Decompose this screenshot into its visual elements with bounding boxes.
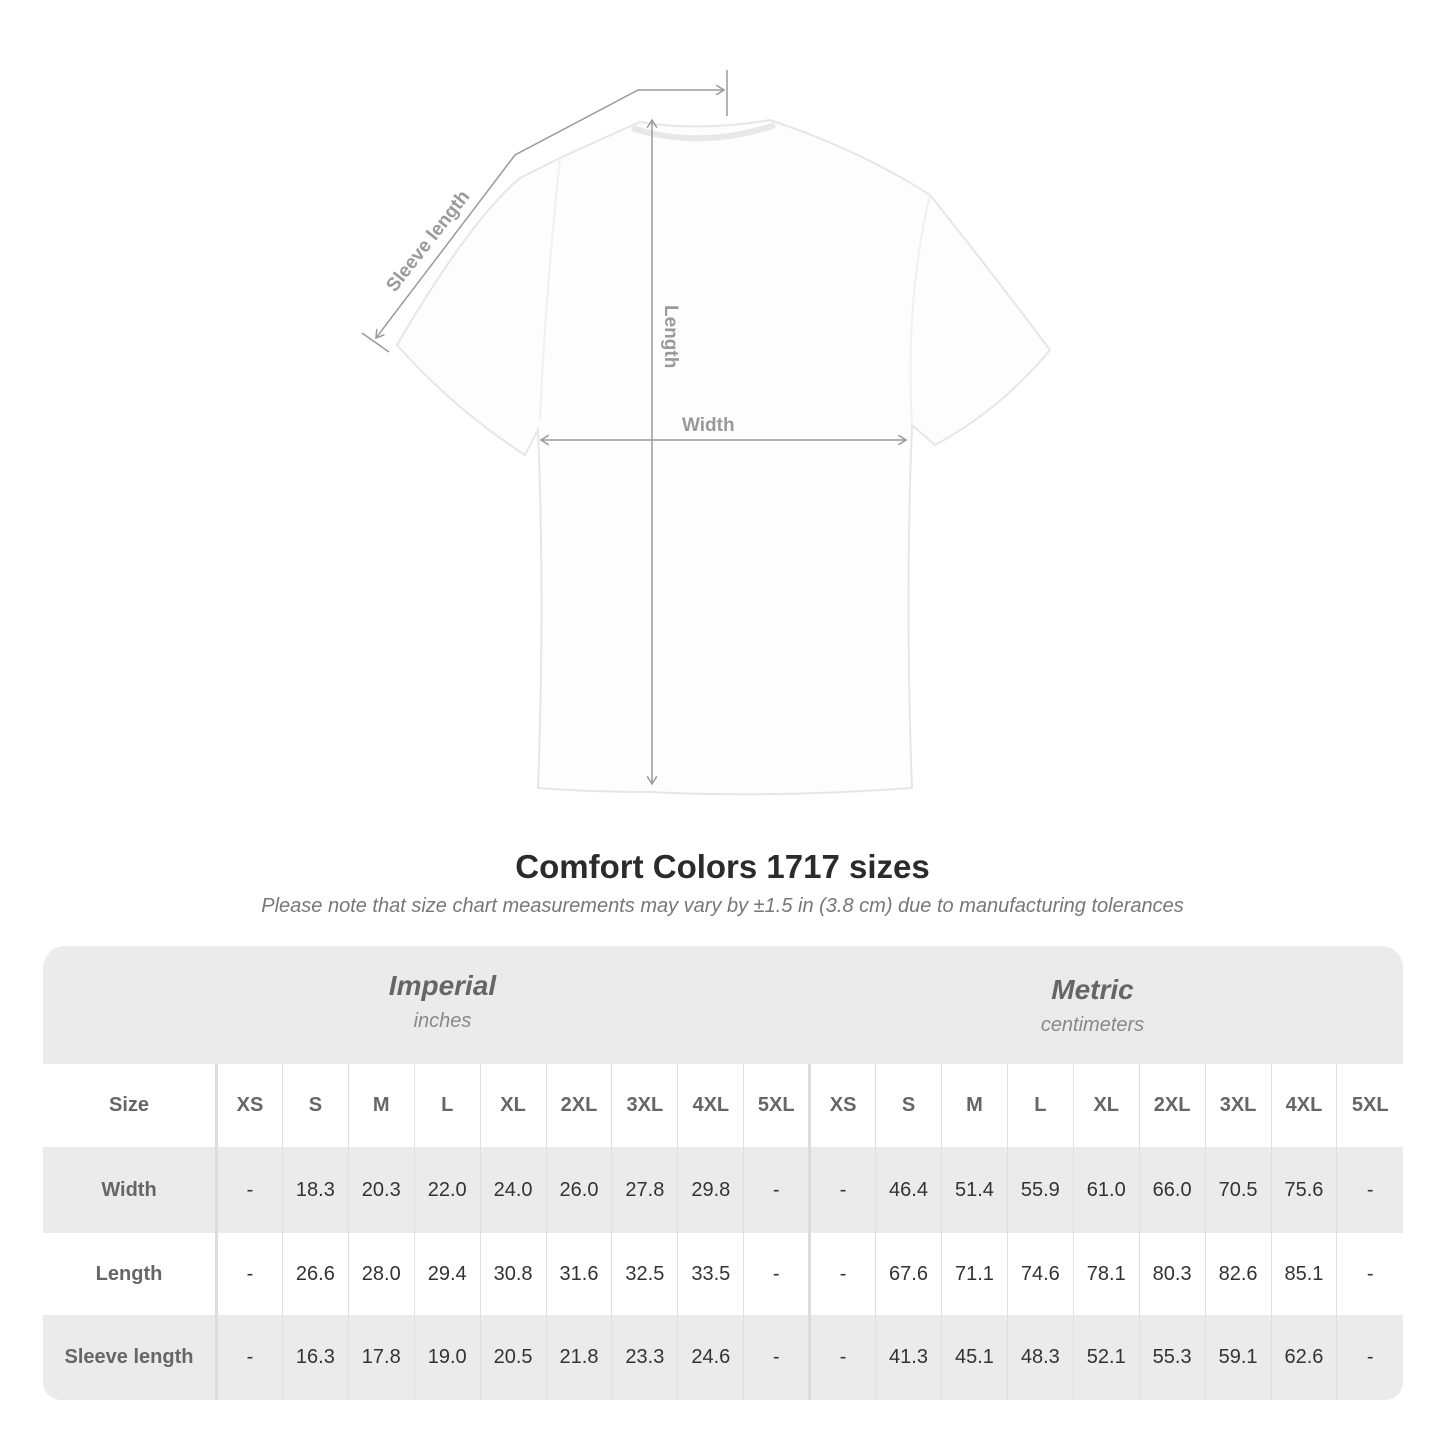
imperial-cell: - [216, 1147, 283, 1233]
metric-cell: 41.3 [875, 1315, 942, 1400]
imperial-cell: 33.5 [677, 1233, 744, 1315]
size-header-imperial: 2XL [545, 1064, 612, 1147]
system-header-band [43, 946, 1403, 1064]
imperial-cell: - [743, 1315, 810, 1400]
imperial-cell: 16.3 [281, 1315, 349, 1400]
imperial-header: Imperial inches [388, 970, 497, 1032]
size-header-imperial: XL [479, 1064, 547, 1147]
metric-cell: 85.1 [1270, 1233, 1337, 1315]
row-label: Length [43, 1233, 218, 1315]
size-header-imperial: XS [216, 1064, 283, 1147]
table-row: Sleeve length -16.3 17.8 19.0 20.5 21.8 23.3 24… [43, 1315, 1403, 1400]
imperial-cell: - [743, 1233, 810, 1315]
size-header-metric: S [875, 1064, 942, 1147]
imperial-cell: 27.8 [611, 1147, 678, 1233]
metric-cell: 71.1 [940, 1233, 1008, 1315]
metric-cell: 82.6 [1204, 1233, 1271, 1315]
metric-cell: 51.4 [940, 1147, 1008, 1233]
imperial-cell: 18.3 [281, 1147, 349, 1233]
imperial-cell: 28.0 [347, 1233, 415, 1315]
size-header-imperial: M [347, 1064, 415, 1147]
metric-cell: 45.1 [940, 1315, 1008, 1400]
size-header-imperial: S [281, 1064, 349, 1147]
imperial-cell: 21.8 [545, 1315, 612, 1400]
imperial-cell: 20.3 [347, 1147, 415, 1233]
size-header-metric: L [1006, 1064, 1074, 1147]
size-header-imperial: 4XL [677, 1064, 744, 1147]
metric-cell: 61.0 [1072, 1147, 1140, 1233]
imperial-cell: 23.3 [611, 1315, 678, 1400]
size-header-metric: 5XL [1336, 1064, 1403, 1147]
imperial-cell: 24.0 [479, 1147, 547, 1233]
size-header-metric: XL [1072, 1064, 1140, 1147]
imperial-cell: - [216, 1315, 283, 1400]
table-row: Length -26.6 28.0 29.4 30.8 31.6 32.5 33.5- -67.… [43, 1233, 1403, 1315]
metric-cell: 78.1 [1072, 1233, 1140, 1315]
imperial-cell: 20.5 [479, 1315, 547, 1400]
metric-cell: - [808, 1315, 876, 1400]
metric-cell: 48.3 [1006, 1315, 1074, 1400]
metric-cell: 75.6 [1270, 1147, 1337, 1233]
metric-cell: 55.9 [1006, 1147, 1074, 1233]
metric-cell: 66.0 [1138, 1147, 1206, 1233]
table-row: Width -18.3 20.3 22.0 24.0 26.0 27.8 29.8- -46.4… [43, 1147, 1403, 1233]
metric-cell: 70.5 [1204, 1147, 1271, 1233]
metric-cell: 80.3 [1138, 1233, 1206, 1315]
metric-cell: 46.4 [875, 1147, 942, 1233]
metric-cell: 59.1 [1204, 1315, 1271, 1400]
metric-header: Metric centimeters [1040, 974, 1145, 1036]
imperial-cell: 31.6 [545, 1233, 612, 1315]
size-header-metric: 3XL [1204, 1064, 1271, 1147]
imperial-cell: 26.0 [545, 1147, 612, 1233]
metric-cell: - [1336, 1315, 1403, 1400]
tshirt-shape [395, 118, 1052, 796]
size-header-imperial: L [413, 1064, 481, 1147]
imperial-cell: - [743, 1147, 810, 1233]
imperial-cell: 19.0 [413, 1315, 481, 1400]
page-title: Comfort Colors 1717 sizes [515, 848, 930, 885]
size-header-metric: XS [808, 1064, 876, 1147]
metric-cell: 74.6 [1006, 1233, 1074, 1315]
metric-cell: 55.3 [1138, 1315, 1206, 1400]
size-header-metric: M [940, 1064, 1008, 1147]
metric-cell: 52.1 [1072, 1315, 1140, 1400]
row-label: Sleeve length [43, 1315, 218, 1400]
imperial-cell: 22.0 [413, 1147, 481, 1233]
metric-cell: - [1336, 1147, 1403, 1233]
tolerance-note: Please note that size chart measurements… [261, 895, 1184, 917]
size-header-metric: 4XL [1270, 1064, 1337, 1147]
metric-cell: - [808, 1233, 876, 1315]
tshirt-diagram: Sleeve length Length Width [361, 70, 1052, 796]
imperial-cell: 30.8 [479, 1233, 547, 1315]
size-header-metric: 2XL [1138, 1064, 1206, 1147]
size-header-imperial: 3XL [611, 1064, 678, 1147]
metric-cell: 67.6 [875, 1233, 942, 1315]
imperial-cell: 26.6 [281, 1233, 349, 1315]
imperial-cell: 29.8 [677, 1147, 744, 1233]
size-chart: Imperial inches Metric centimeters Size X… [43, 946, 1403, 1400]
imperial-cell: 32.5 [611, 1233, 678, 1315]
imperial-cell: 29.4 [413, 1233, 481, 1315]
size-header-row: Size XS S M L XL 2XL 3XL 4XL 5XL XS S M L XL 2XL 3XL 4XL 5… [43, 1064, 1403, 1147]
size-header-imperial: 5XL [743, 1064, 810, 1147]
width-label: Width [682, 415, 735, 436]
imperial-cell: 17.8 [347, 1315, 415, 1400]
row-label: Width [43, 1147, 218, 1233]
sleeve-length-measure [361, 70, 728, 353]
metric-cell: - [808, 1147, 876, 1233]
metric-cell: 62.6 [1270, 1315, 1337, 1400]
size-label: Size [43, 1064, 218, 1147]
metric-cell: - [1336, 1233, 1403, 1315]
size-table: Size XS S M L XL 2XL 3XL 4XL 5XL XS S M L XL 2XL 3XL 4XL 5… [43, 1064, 1403, 1400]
imperial-cell: - [216, 1233, 283, 1315]
length-label: Length [660, 305, 681, 368]
imperial-cell: 24.6 [677, 1315, 744, 1400]
